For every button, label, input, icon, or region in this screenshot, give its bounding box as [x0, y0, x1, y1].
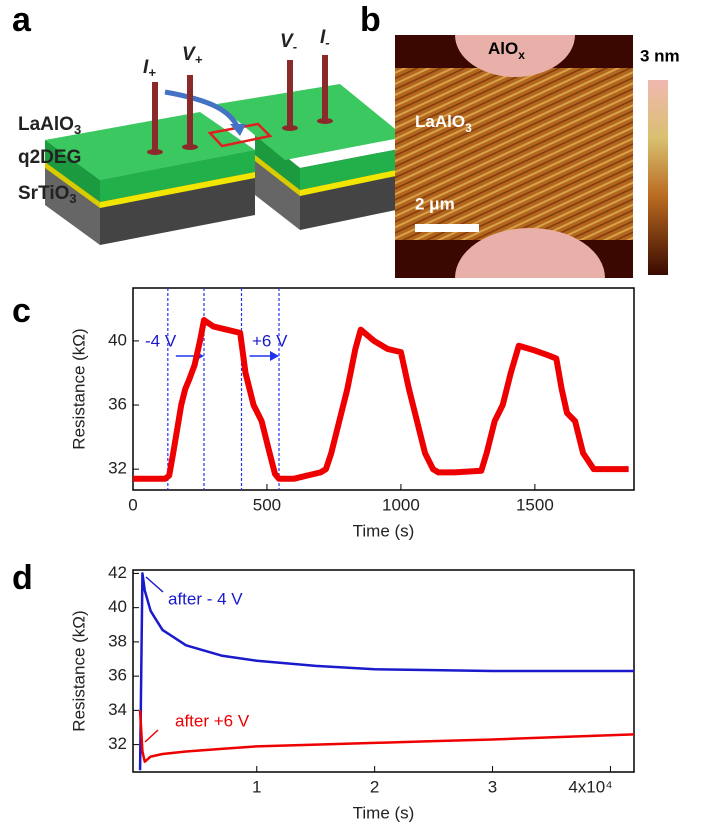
x-tick-label: 1 — [252, 777, 261, 796]
x-tick-label: 500 — [253, 495, 281, 514]
electrode-label: AlOx — [488, 39, 525, 62]
y-tick-label: 34 — [108, 700, 127, 719]
panel-label: b — [360, 1, 381, 39]
scale-bar-label: 2 μm — [415, 194, 455, 213]
probe-sub: + — [148, 65, 156, 80]
annotation: +6 V — [252, 331, 288, 350]
layer-main: q2DEG — [18, 147, 81, 168]
layer-label: SrTiO3 — [18, 183, 77, 206]
electrode-sub: x — [518, 48, 525, 62]
plot-frame — [132, 287, 635, 491]
probe-main: I — [143, 57, 149, 78]
arrow — [145, 576, 164, 593]
layer-label: q2DEG — [18, 147, 81, 168]
probe-main: I — [320, 27, 326, 48]
film-label: LaAlO3 — [415, 112, 472, 135]
probe-label: V+ — [182, 44, 203, 67]
x-tick-label: 3 — [488, 777, 497, 796]
y-axis-label: Resistance (kΩ) — [69, 328, 88, 449]
arrow — [144, 729, 159, 743]
arrow-head — [270, 351, 280, 361]
panel-a: a I+ V+ V- I- LaAlO3 q2DEG SrTiO3 — [12, 1, 420, 245]
panel-label: d — [12, 559, 33, 597]
probe-main: V — [182, 44, 196, 65]
panel-b: b AlOx LaAlO3 2 μm 3 nm — [360, 1, 680, 278]
annotation: after +6 V — [175, 711, 250, 730]
probe-label: I- — [320, 27, 330, 50]
film-main: LaAlO — [415, 112, 465, 131]
probe-sub: - — [293, 39, 297, 54]
annotation: -4 V — [145, 331, 177, 350]
probe-sub: + — [195, 52, 203, 67]
y-tick-label: 42 — [108, 563, 127, 582]
data-line — [133, 317, 629, 482]
x-axis-label: Time (s) — [353, 521, 415, 540]
data-line — [138, 572, 634, 771]
x-axis-label: Time (s) — [353, 803, 415, 822]
x-tick-label: 4x10⁴ — [568, 777, 612, 796]
y-tick-label: 32 — [108, 459, 127, 478]
y-tick-label: 38 — [108, 631, 127, 650]
y-axis-label: Resistance (kΩ) — [69, 610, 88, 731]
film-sub: 3 — [465, 121, 472, 135]
x-tick-label: 2 — [370, 777, 379, 796]
annotation: after - 4 V — [168, 589, 243, 608]
layer-main: SrTiO — [18, 183, 69, 204]
x-tick-label: 1000 — [382, 495, 420, 514]
probe-sub: - — [325, 35, 329, 50]
probe-label: V- — [280, 31, 297, 54]
panel-label: a — [12, 1, 32, 39]
y-tick-label: 36 — [108, 395, 127, 414]
y-tick-label: 40 — [108, 330, 127, 349]
x-tick-label: 1500 — [516, 495, 554, 514]
y-tick-label: 32 — [108, 734, 127, 753]
electrode-main: AlO — [488, 39, 518, 58]
probe-label: I+ — [143, 57, 156, 80]
y-tick-label: 40 — [108, 597, 127, 616]
colorbar-label: 3 nm — [640, 46, 680, 65]
panel-label: c — [12, 292, 31, 330]
layer-main: LaAlO — [18, 114, 74, 135]
y-tick-label: 36 — [108, 666, 127, 685]
data-line — [138, 710, 635, 763]
layer-label: LaAlO3 — [18, 114, 81, 137]
probe-main: V — [280, 31, 294, 52]
layer-sub: 3 — [74, 122, 81, 137]
layer-sub: 3 — [69, 191, 76, 206]
x-tick-label: 0 — [128, 495, 137, 514]
